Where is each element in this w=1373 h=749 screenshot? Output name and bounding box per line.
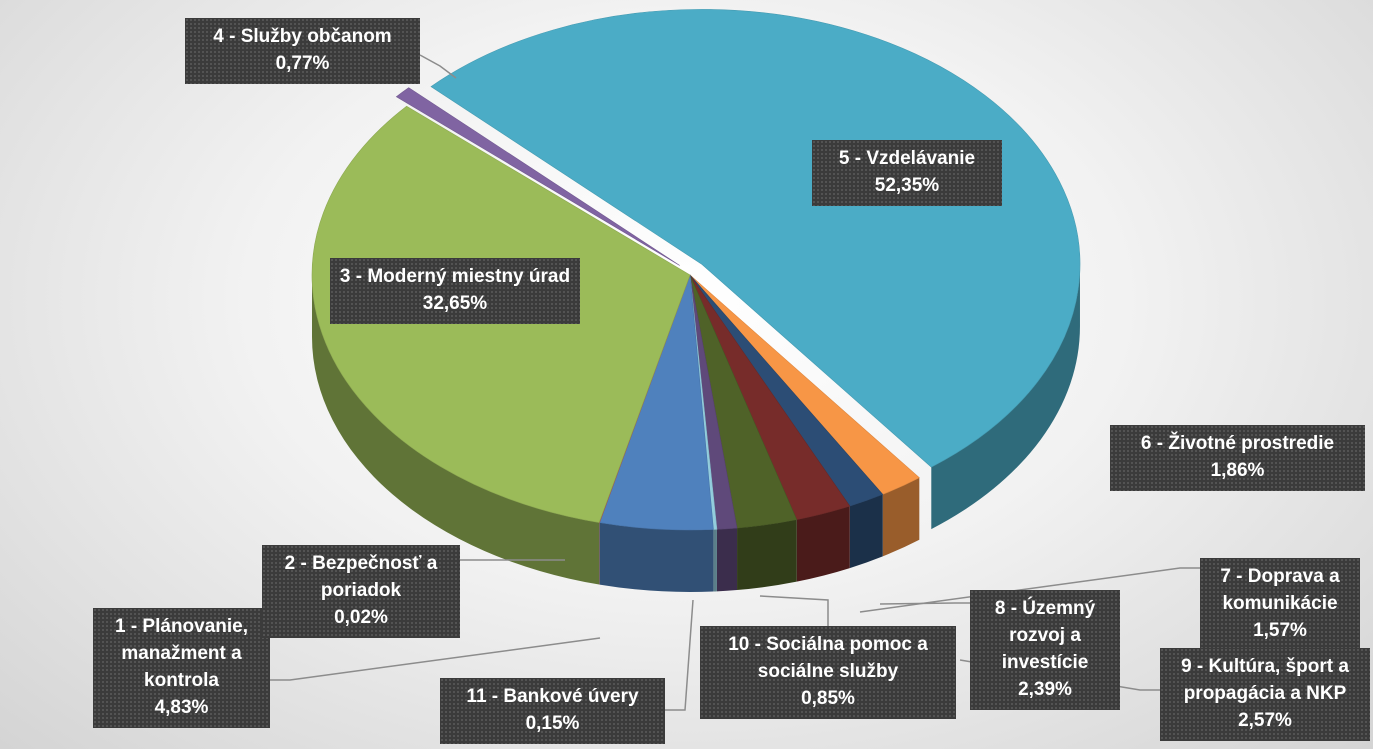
data-label: 11 - Bankové úvery 0,15% <box>440 678 665 744</box>
data-label: 8 - Územný rozvoj a investície 2,39% <box>970 590 1120 710</box>
label-value: 1,86% <box>1210 459 1265 481</box>
label-name: 2 - Bezpečnosť a poriadok <box>284 553 438 601</box>
label-value: 1,57% <box>1253 619 1307 641</box>
data-label: 9 - Kultúra, šport a propagácia a NKP 2,5… <box>1160 648 1370 741</box>
leader-line <box>759 595 829 628</box>
label-value: 0,15% <box>525 712 580 734</box>
data-label: 10 - Sociálna pomoc a sociálne služby 0,8… <box>700 626 956 719</box>
label-value: 32,65% <box>422 292 488 314</box>
data-label: 6 - Životné prostredie 1,86% <box>1110 425 1365 491</box>
pie-slice <box>430 9 1081 468</box>
pie-slice <box>395 87 680 266</box>
leader-line <box>270 637 601 681</box>
label-name: 10 - Sociálna pomoc a sociálne služby <box>728 634 928 682</box>
label-name: 5 - Vzdelávanie <box>838 148 976 169</box>
label-name: 3 - Moderný miestny úrad <box>339 266 571 287</box>
label-name: 6 - Životné prostredie <box>1140 433 1335 454</box>
pie-side <box>599 522 714 593</box>
pie-side <box>713 529 717 592</box>
label-value: 0,77% <box>275 52 330 74</box>
label-name: 1 - Plánovanie, manažment a kontrola <box>114 616 249 691</box>
pie-side <box>849 494 883 569</box>
pie-sides <box>311 264 1080 593</box>
label-value: 2,57% <box>1238 709 1292 731</box>
label-name: 9 - Kultúra, šport a propagácia a NKP <box>1181 656 1349 704</box>
pie-side <box>882 477 920 557</box>
leader-line <box>879 602 970 605</box>
data-label: 3 - Moderný miestny úrad 32,65% <box>330 258 580 324</box>
data-label: 5 - Vzdelávanie 52,35% <box>812 140 1002 206</box>
leader-line <box>665 599 694 711</box>
label-name: 8 - Územný rozvoj a investície <box>994 598 1096 673</box>
label-value: 4,83% <box>154 696 209 718</box>
label-value: 52,35% <box>874 174 940 196</box>
pie-side <box>931 264 1080 530</box>
pie-side <box>796 506 850 582</box>
leader-line <box>419 54 457 79</box>
label-name: 7 - Doprava a komunikácie <box>1220 566 1340 614</box>
data-label: 1 - Plánovanie, manažment a kontrola 4,83… <box>93 608 270 728</box>
data-label: 4 - Služby občanom 0,77% <box>185 18 420 84</box>
data-label: 7 - Doprava a komunikácie 1,57% <box>1200 558 1360 651</box>
pie-side <box>311 275 600 585</box>
data-label: 2 - Bezpečnosť a poriadok 0,02% <box>262 545 460 638</box>
pie-side <box>716 528 738 592</box>
label-value: 2,39% <box>1018 678 1072 700</box>
label-name: 4 - Služby občanom <box>213 26 392 47</box>
label-value: 0,85% <box>801 687 855 709</box>
pie-side <box>737 519 797 591</box>
label-value: 0,02% <box>334 606 388 628</box>
label-name: 11 - Bankové úvery <box>466 686 639 707</box>
leader-line <box>859 567 1200 613</box>
